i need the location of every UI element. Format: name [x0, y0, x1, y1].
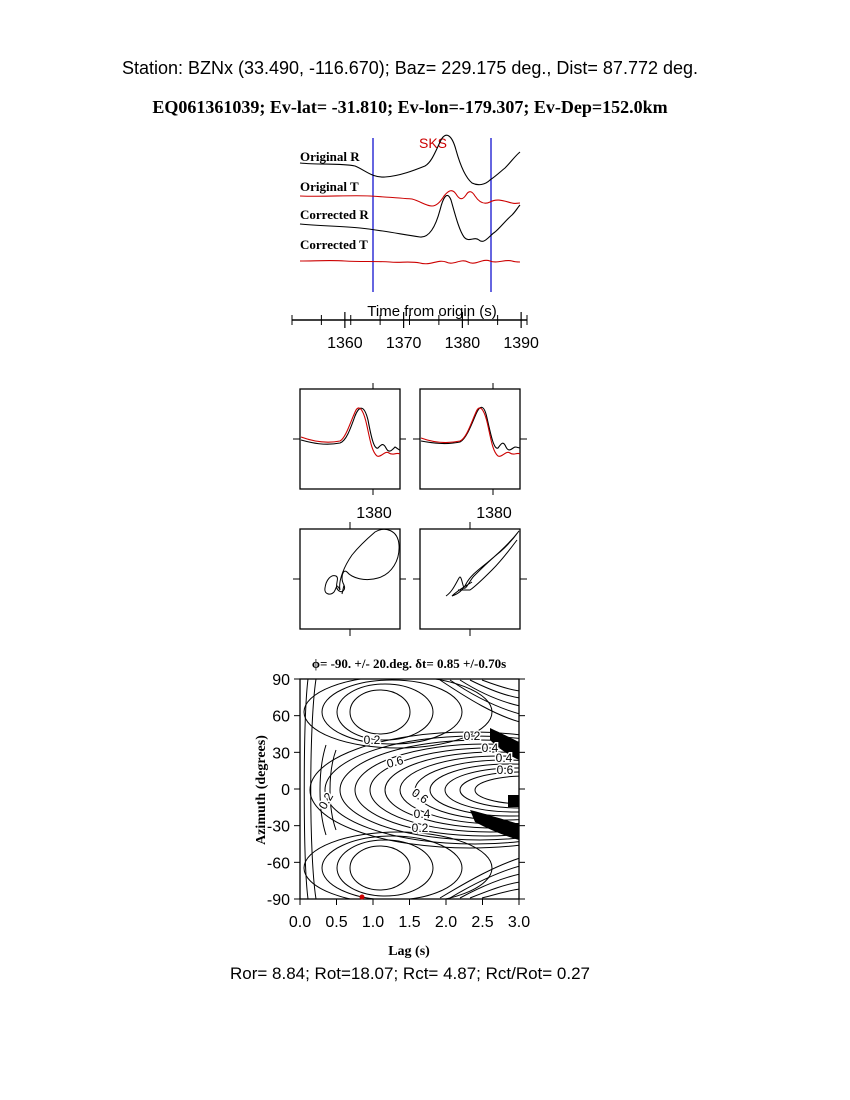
trace-label-corrected-t: Corrected T	[300, 237, 368, 252]
lag-tick-label: 1.5	[398, 914, 420, 931]
waveform-overlay-panels: 1380 1380	[293, 383, 527, 522]
lag-tick-label: 3.0	[508, 914, 530, 931]
contour-title: ϕ= -90. +/- 20.deg. δt= 0.85 +/-0.70s	[312, 656, 506, 671]
contour-level-label: 0.2	[464, 729, 481, 743]
lag-tick-label: 1.0	[362, 914, 384, 931]
overlay-box-left	[299, 388, 401, 490]
overlay-right-black	[420, 406, 521, 451]
pm-left-curve	[324, 528, 400, 595]
time-axis-label: Time from origin (s)	[367, 303, 496, 320]
time-tick-label: 1390	[503, 335, 539, 352]
trace-label-original-t: Original T	[300, 179, 359, 194]
contour-lines	[300, 679, 519, 899]
contour-level-label: 0.2	[364, 733, 381, 747]
trace-original-t	[299, 190, 521, 207]
azimuth-tick-label: 60	[272, 709, 290, 726]
phase-label-sks: SKS	[419, 135, 447, 151]
time-tick-label: 1380	[445, 335, 481, 352]
trace-corrected-t	[299, 259, 521, 265]
lag-tick-label: 0.5	[325, 914, 347, 931]
trace-label-corrected-r: Corrected R	[300, 207, 369, 222]
contour-level-label: 0.2	[412, 821, 429, 835]
contour-level-label: 0.4	[482, 741, 499, 755]
time-tick-label: 1370	[386, 335, 422, 352]
azimuth-tick-label: -60	[267, 855, 290, 872]
overlay-left-black	[300, 407, 401, 452]
best-fit-marker	[359, 894, 365, 900]
azimuth-tick-label: -30	[267, 819, 290, 836]
trace-original-r	[299, 134, 521, 186]
azimuth-tick-label: -90	[267, 892, 290, 909]
lag-axis-ticks: 0.0 0.5 1.0 1.5 2.0 2.5 3.0	[289, 899, 530, 931]
contour-level-label: 0.6	[385, 753, 405, 771]
azimuth-tick-label: 90	[272, 672, 290, 689]
lag-tick-label: 2.0	[435, 914, 457, 931]
azimuth-axis-ticks: 90 60 30 0 -30 -60 -90	[267, 672, 525, 909]
pm-right-curve	[445, 530, 520, 597]
event-info-line: EQ061361039; Ev-lat= -31.810; Ev-lon=-17…	[152, 97, 668, 117]
particle-motion-panels	[293, 522, 527, 636]
trace-corrected-r	[299, 195, 521, 242]
traces-panel: SKS Original R Original T Corrected R Co…	[291, 134, 539, 352]
stats-line: Ror= 8.84; Rot=18.07; Rct= 4.87; Rct/Rot…	[229, 964, 591, 983]
contour-panel: ϕ= -90. +/- 20.deg. δt= 0.85 +/-0.70s	[254, 656, 530, 959]
time-axis-ticks: 1360 1370 1380 1390	[291, 312, 539, 352]
azimuth-tick-label: 0	[281, 782, 290, 799]
overlay-right-red	[420, 407, 521, 457]
contour-level-label: 0.6	[497, 763, 514, 777]
time-tick-label: 1360	[327, 335, 363, 352]
contour-level-labels: 0.2 0.20.40.6 0.40.60.40.20.20.6	[314, 728, 515, 837]
contour-level-label: 0.4	[414, 807, 431, 821]
trace-label-original-r: Original R	[300, 149, 360, 164]
contour-level-label: 0.4	[496, 751, 513, 765]
lag-tick-label: 2.5	[471, 914, 493, 931]
pm-box-left	[299, 528, 401, 630]
azimuth-tick-label: 30	[272, 745, 290, 762]
station-info-line: Station: BZNx (33.490, -116.670); Baz= 2…	[121, 58, 699, 78]
overlay-right-xtick: 1380	[476, 505, 512, 522]
overlay-left-red	[300, 407, 401, 457]
pm-box-right	[419, 528, 521, 630]
azimuth-axis-label: Azimuth (degrees)	[254, 735, 269, 845]
lag-tick-label: 0.0	[289, 914, 311, 931]
overlay-box-right	[419, 388, 521, 490]
lag-axis-label: Lag (s)	[388, 944, 430, 959]
overlay-left-xtick: 1380	[356, 505, 392, 522]
